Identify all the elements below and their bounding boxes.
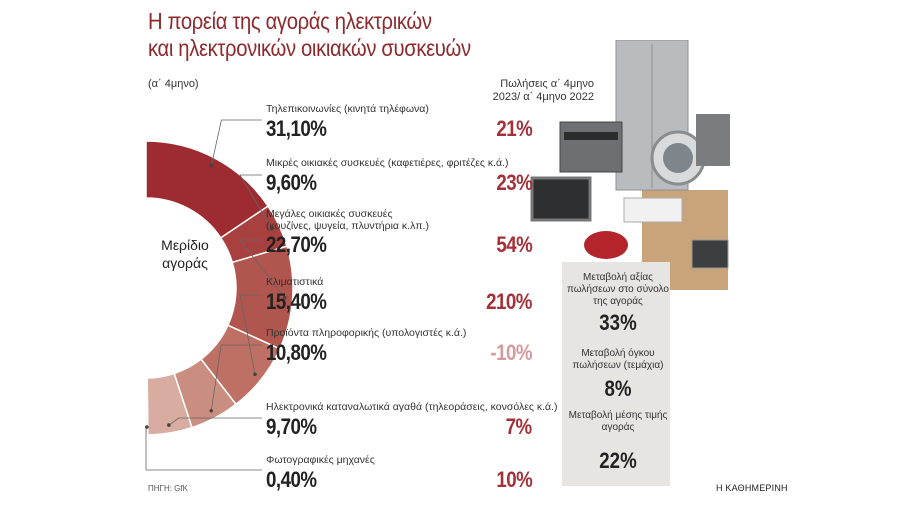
category-label-text-2: (κουζίνες, ψυγεία, πλυντήρια κ.λπ.) <box>266 220 429 232</box>
market-share-value: 10,80% <box>266 340 327 365</box>
change-column-header: Πωλήσεις α΄ 4μηνο 2023/ α΄ 4μηνο 2022 <box>492 78 594 103</box>
sales-change-value: 7% <box>505 414 533 439</box>
category-label-text: Προϊόντα πληροφορικής (υπολογιστές κ.ά.) <box>266 327 467 339</box>
category-label: Προϊόντα πληροφορικής (υπολογιστές κ.ά.) <box>266 327 466 339</box>
category-label: Μεγάλες οικιακές συσκευές (κουζίνες, ψυγε… <box>266 208 429 232</box>
donut-slice-7 <box>145 377 149 436</box>
stat-value: 33% <box>599 310 637 335</box>
sales-change-value: -10% <box>490 340 532 365</box>
leader-line-4 <box>239 294 262 375</box>
leader-dot-5 <box>209 408 214 413</box>
market-share-value: 9,60% <box>266 170 317 195</box>
category-label: Μικρές οικιακές συσκευές (καφετιέρες, φρ… <box>266 157 509 169</box>
leader-dot-3 <box>282 295 287 300</box>
leader-line-1 <box>211 119 262 166</box>
category-label: Τηλεπικοινωνίες (κινητά τηλέφωνα) <box>266 103 429 115</box>
category-label: Φωτογραφικές μηχανές <box>266 454 375 466</box>
leader-line-6 <box>168 417 262 426</box>
donut-center-label: Μερίδιο αγοράς <box>161 237 209 271</box>
source-note: ΠΗΓΗ: GfK <box>148 484 188 493</box>
stat-value: 22% <box>599 448 637 473</box>
category-label-text: Κλιματιστικά <box>266 276 324 288</box>
microwave-icon <box>691 239 729 269</box>
stat-label: Μεταβολή μέσης τιμής αγοράς <box>568 410 668 433</box>
leader-dot-4 <box>253 372 257 377</box>
sales-change-value: 21% <box>496 116 532 141</box>
market-share-value: 22,70% <box>266 232 327 257</box>
leader-dot-2 <box>269 227 274 231</box>
market-share-value: 15,40% <box>266 289 327 314</box>
tv-icon <box>530 176 592 222</box>
market-share-value: 9,70% <box>266 414 317 439</box>
sales-change-value: 10% <box>496 467 532 492</box>
air-conditioner-icon <box>623 197 683 223</box>
sales-change-value: 54% <box>496 232 532 257</box>
oven-icon <box>559 121 623 173</box>
category-label: Ηλεκτρονικά καταναλωτικά αγαθά (τηλεοράσ… <box>266 401 558 413</box>
market-share-value: 31,10% <box>266 116 327 141</box>
appliances-illustration <box>530 40 730 290</box>
leader-line-3 <box>239 239 285 298</box>
category-label-text: Μεγάλες οικιακές συσκευές <box>266 208 393 220</box>
leader-dot-7 <box>145 425 149 429</box>
category-label-text: Ηλεκτρονικά καταναλωτικά αγαθά (τηλεοράσ… <box>266 401 558 413</box>
leader-line-5 <box>210 344 262 411</box>
chart-title: Η πορεία της αγοράς ηλεκτρικών και ηλεκτ… <box>148 8 526 62</box>
vacuum-cleaner-icon <box>584 231 628 259</box>
stats-panel <box>562 262 670 486</box>
heater-icon <box>696 114 730 166</box>
leader-dot-6 <box>167 423 171 427</box>
leader-dot-1 <box>209 163 214 168</box>
category-label-text: Φωτογραφικές μηχανές <box>266 454 375 466</box>
publisher-brand: Η ΚΑΘΗΜΕΡΙΝΗ <box>716 483 788 493</box>
stat-label: Μεταβολή αξίας πωλήσεων στο σύνολο της α… <box>567 272 669 307</box>
sales-change-value: 210% <box>486 289 532 314</box>
stat-label: Μεταβολή όγκου πωλήσεων (τεμάχια) <box>572 348 664 371</box>
title-line-2: και ηλεκτρονικών οικιακών συσκευών <box>148 35 471 61</box>
market-share-value: 0,40% <box>266 467 317 492</box>
category-label: Κλιματιστικά <box>266 276 323 288</box>
sales-change-value: 23% <box>496 170 532 195</box>
title-line-1: Η πορεία της αγοράς ηλεκτρικών <box>148 8 432 34</box>
stat-value: 8% <box>604 376 632 401</box>
chart-subtitle: (α΄ 4μηνο) <box>148 78 199 90</box>
leader-line-2 <box>239 174 273 230</box>
category-label-text: Τηλεπικοινωνίες (κινητά τηλέφωνα) <box>266 103 429 115</box>
category-label-text: Μικρές οικιακές συσκευές (καφετιέρες, φρ… <box>266 157 509 169</box>
